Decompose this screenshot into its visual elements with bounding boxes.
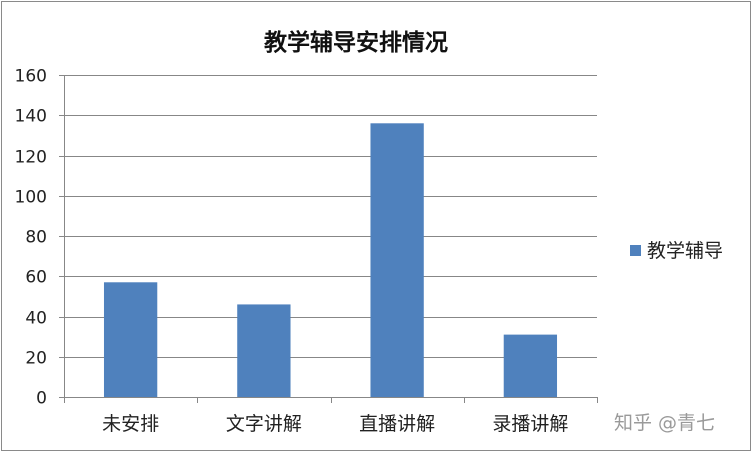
bar-3 <box>503 334 558 397</box>
watermark: 知乎 @青七 <box>614 412 715 434</box>
legend-swatch <box>630 245 641 256</box>
x-tick-label: 未安排 <box>102 413 159 435</box>
legend-label: 教学辅导 <box>647 240 723 262</box>
legend: 教学辅导 <box>630 240 723 262</box>
y-axis-ticks: 0 20 40 60 80 100 120 140 160 <box>15 67 47 409</box>
y-tick-label: 80 <box>25 228 47 248</box>
y-tick-label: 120 <box>15 148 47 168</box>
axes <box>59 75 598 403</box>
y-tick-label: 60 <box>25 268 47 288</box>
y-tick-label: 160 <box>15 67 47 87</box>
y-tick-label: 0 <box>36 389 47 409</box>
bars <box>103 123 558 398</box>
bar-1 <box>237 304 291 397</box>
y-tick-label: 100 <box>15 188 47 208</box>
y-tick-label: 140 <box>15 107 47 127</box>
bar-0 <box>103 282 158 397</box>
chart-title: 教学辅导安排情况 <box>264 29 448 56</box>
x-tick-label: 录播讲解 <box>492 413 568 435</box>
y-tick-label: 40 <box>25 309 47 329</box>
x-tick-label: 直播讲解 <box>359 413 435 435</box>
bar-2 <box>370 123 424 398</box>
x-axis-labels: 未安排 文字讲解 直播讲解 录播讲解 <box>102 413 568 435</box>
x-tick-label: 文字讲解 <box>226 413 302 435</box>
y-tick-label: 20 <box>25 349 47 369</box>
